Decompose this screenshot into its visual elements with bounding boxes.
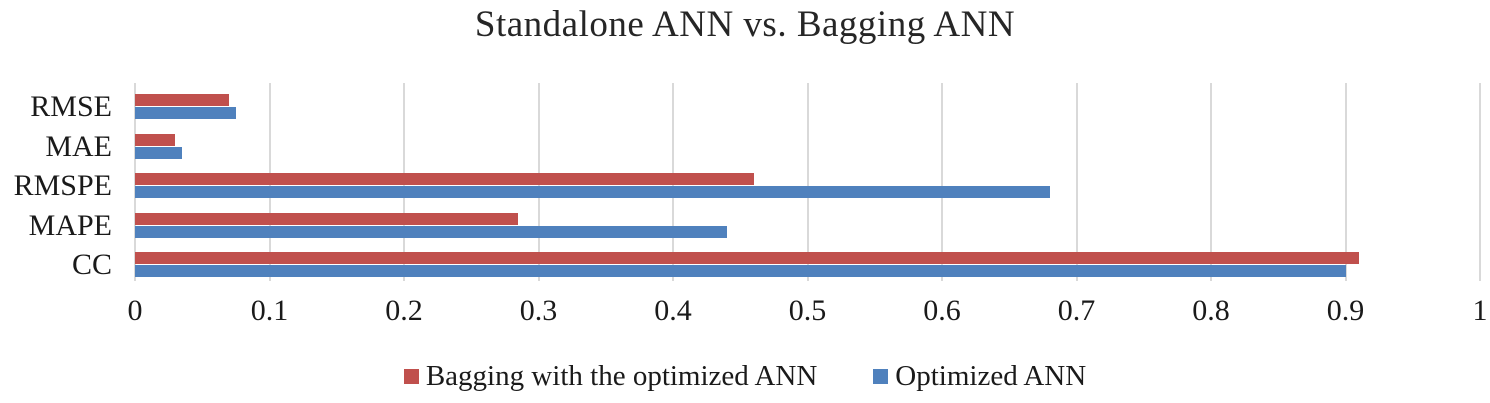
bar-mape-series-1 bbox=[135, 212, 519, 225]
legend-swatch-icon bbox=[403, 368, 419, 384]
bar-mae-series-1 bbox=[135, 133, 176, 146]
legend-label: Bagging with the optimized ANN bbox=[425, 360, 818, 392]
x-tick-label: 0.7 bbox=[1057, 294, 1096, 327]
gridline bbox=[806, 83, 809, 281]
x-tick-label: 0.2 bbox=[385, 294, 423, 327]
gridline bbox=[1479, 83, 1481, 281]
legend-swatch-icon bbox=[873, 368, 889, 384]
bar-rmspe-series-2 bbox=[135, 186, 1050, 199]
category-label-mae: MAE bbox=[45, 129, 112, 163]
bar-rmse-series-1 bbox=[135, 94, 230, 106]
gridline bbox=[1075, 83, 1078, 281]
x-tick-label: 0.6 bbox=[923, 294, 961, 327]
gridline bbox=[1344, 83, 1347, 281]
gridline bbox=[941, 83, 943, 281]
value-axis-labels: 0 0.1 0.2 0.3 0.4 0.5 0.6 0.7 0.8 0.9 1 bbox=[128, 294, 1488, 332]
chart-title: Standalone ANN vs. Bagging ANN bbox=[474, 4, 1016, 45]
legend-label: Optimized ANN bbox=[895, 360, 1087, 392]
x-tick-label: 0.5 bbox=[788, 294, 827, 327]
legend: Bagging with the optimized ANN Optimized … bbox=[0, 359, 1490, 393]
x-tick-label: 0 bbox=[127, 294, 143, 327]
bar-rmspe-series-1 bbox=[135, 173, 754, 186]
bar-mape-series-2 bbox=[135, 225, 727, 238]
bar-cc-series-1 bbox=[135, 252, 1359, 265]
x-tick-label: 0.1 bbox=[250, 294, 289, 327]
category-axis-labels: RMSE MAE RMSPE MAPE CC bbox=[0, 83, 112, 281]
bar-cc-series-2 bbox=[135, 265, 1346, 278]
legend-item-1: Bagging with the optimized ANN bbox=[403, 359, 818, 393]
x-tick-label: 0.4 bbox=[654, 294, 692, 327]
bar-rmse-series-2 bbox=[135, 107, 236, 119]
x-tick-label: 1 bbox=[1472, 294, 1488, 327]
x-tick-label: 0.9 bbox=[1326, 294, 1365, 327]
x-tick-label: 0.8 bbox=[1192, 294, 1230, 327]
category-label-rmspe: RMSPE bbox=[13, 169, 112, 203]
gridline bbox=[1210, 83, 1212, 281]
category-label-cc: CC bbox=[71, 248, 112, 282]
x-tick-label: 0.3 bbox=[519, 294, 558, 327]
category-label-mape: MAPE bbox=[28, 208, 112, 242]
bar-mae-series-2 bbox=[135, 146, 183, 159]
category-label-rmse: RMSE bbox=[30, 90, 112, 123]
plot-area bbox=[134, 83, 1481, 281]
legend-item-2: Optimized ANN bbox=[873, 359, 1086, 393]
